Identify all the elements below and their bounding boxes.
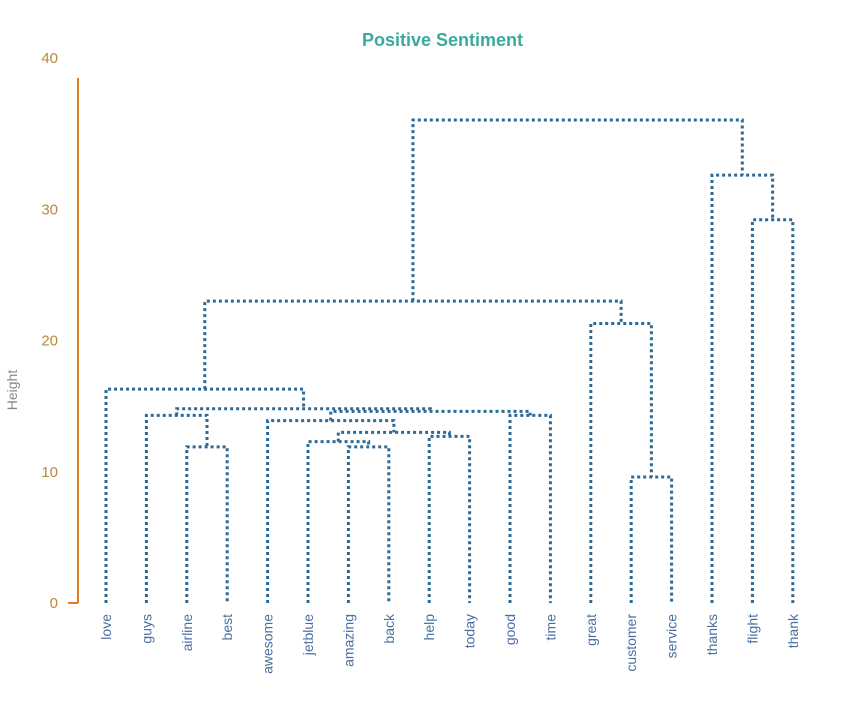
y-tick-label: 30 xyxy=(41,201,58,218)
dendrogram-link xyxy=(175,407,432,416)
y-tick-labels: 0 10 20 30 40 xyxy=(41,50,58,612)
dendrogram-link xyxy=(203,299,623,390)
leaf-label: help xyxy=(421,614,437,641)
dendrogram-link xyxy=(266,419,396,603)
leaf-label: jetblue xyxy=(300,614,316,656)
leaf-labels: love guys airline best awesome jetblue amazing… xyxy=(98,613,801,674)
dendrogram-link xyxy=(306,440,371,603)
leaf-label: airline xyxy=(179,614,195,652)
leaf-label: good xyxy=(502,614,518,645)
leaf-label: awesome xyxy=(260,614,276,674)
y-tick-label: 10 xyxy=(41,464,58,481)
chart-title: Positive Sentiment xyxy=(361,30,524,50)
y-axis xyxy=(68,78,79,604)
y-axis-label: Height xyxy=(4,369,21,411)
leaf-label: thank xyxy=(785,613,801,648)
dendrogram-link xyxy=(710,173,775,603)
leaf-label: back xyxy=(381,613,397,644)
leaf-label: guys xyxy=(138,614,154,644)
leaf-label: great xyxy=(583,614,599,646)
dendrogram-link xyxy=(508,413,552,603)
leaf-label: customer xyxy=(623,614,639,672)
dendrogram-link xyxy=(329,409,532,421)
leaf-label: service xyxy=(664,614,680,659)
dendrogram-links xyxy=(104,118,795,603)
dendrogram-link xyxy=(144,413,209,603)
leaf-label: flight xyxy=(744,614,760,644)
leaf-label: love xyxy=(98,614,114,640)
dendrogram-link xyxy=(589,321,653,603)
dendrogram-link xyxy=(185,445,229,603)
dendrogram-link xyxy=(411,118,744,302)
leaf-label: thanks xyxy=(704,614,720,655)
leaf-label: amazing xyxy=(340,614,356,667)
y-tick-label: 40 xyxy=(41,50,58,67)
y-tick-label: 20 xyxy=(41,333,58,350)
dendrogram-link xyxy=(336,430,451,442)
y-tick-label: 0 xyxy=(50,595,58,612)
dendrogram-link xyxy=(427,434,472,603)
dendrogram-link xyxy=(629,475,674,603)
leaf-label: today xyxy=(462,614,478,648)
leaf-label: best xyxy=(219,614,235,641)
dendrogram-link xyxy=(346,445,391,603)
dendrogram-link xyxy=(750,218,795,603)
leaf-label: time xyxy=(542,614,558,641)
dendrogram-link xyxy=(104,387,306,603)
